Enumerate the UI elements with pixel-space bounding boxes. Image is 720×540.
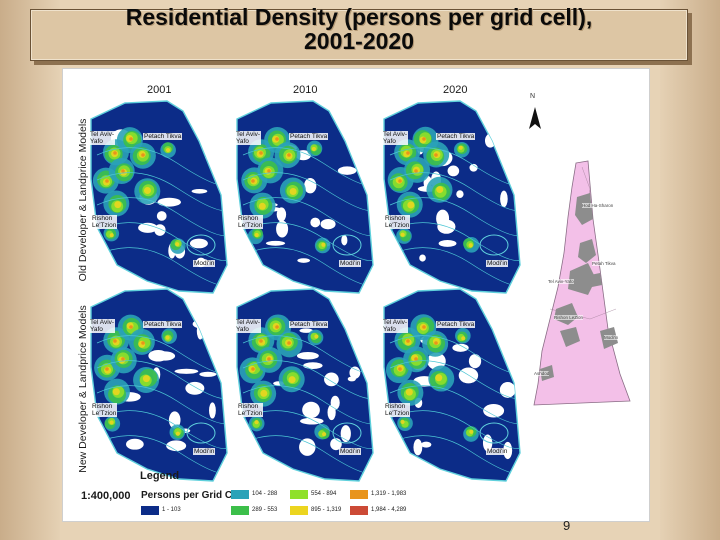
city-label-rishon: Rishon Le'Tzion <box>237 215 264 229</box>
legend-label: 104 - 288 <box>252 491 278 497</box>
slide-title-line-1: Residential Density (persons per grid ce… <box>125 4 593 30</box>
map-panel-new-2001: Tel Aviv- Yafo Petach Tikva Rishon Le'Tzio… <box>87 283 229 483</box>
city-label-modiin: Modi'in <box>486 260 509 267</box>
slide-title: Residential Density (persons per grid ce… <box>30 5 688 61</box>
north-arrow-icon <box>529 107 541 129</box>
city-label-tel-aviv: Tel Aviv- Yafo <box>89 319 116 333</box>
map-panel-old-2001: Tel Aviv- Yafo Petach Tikva Rishon Le'Tzio… <box>87 95 229 295</box>
city-label-rishon: Rishon Le'Tzion <box>91 215 118 229</box>
legend-title: Legend <box>140 470 180 482</box>
north-label: N <box>530 93 536 100</box>
city-label-petach-tikva: Petach Tikva <box>436 321 476 328</box>
city-label-petach-tikva: Petach Tikva <box>143 321 183 328</box>
map-panel-new-2020: Tel Aviv- Yafo Petach Tikva Rishon Le'Tzio… <box>380 283 522 483</box>
city-label-petach-tikva: Petach Tikva <box>289 133 329 140</box>
city-label-modiin: Modi'in <box>193 448 216 455</box>
inset-label-rishon: Rishon LeZion <box>554 315 584 320</box>
legend-swatch <box>231 490 249 499</box>
city-label-modiin: Modi'in <box>339 448 362 455</box>
city-label-rishon: Rishon Le'Tzion <box>237 403 264 417</box>
legend-swatch <box>350 490 368 499</box>
city-label-petach-tikva: Petach Tikva <box>436 133 476 140</box>
regional-inset-map: Hod Ha-Sharon Tel Aviv-Yafo Petah Tikva … <box>530 159 640 409</box>
column-label-2010: 2010 <box>293 84 318 96</box>
legend-label: 289 - 553 <box>252 507 278 513</box>
page-number: 9 <box>563 518 571 533</box>
background-strip-right <box>660 0 720 540</box>
city-label-modiin: Modi'in <box>486 448 509 455</box>
map-panel-old-2020: Tel Aviv- Yafo Petach Tikva Rishon Le'Tzio… <box>380 95 522 295</box>
city-label-tel-aviv: Tel Aviv- Yafo <box>382 131 409 145</box>
city-label-tel-aviv: Tel Aviv- Yafo <box>382 319 409 333</box>
city-label-tel-aviv: Tel Aviv- Yafo <box>235 319 262 333</box>
inset-label-tel-aviv: Tel Aviv-Yafo <box>548 279 574 284</box>
city-label-rishon: Rishon Le'Tzion <box>384 215 411 229</box>
map-panel-old-2010: Tel Aviv- Yafo Petach Tikva Rishon Le'Tzio… <box>233 95 375 295</box>
city-label-petach-tikva: Petach Tikva <box>289 321 329 328</box>
inset-label-ashdod: Ashdod <box>534 371 550 376</box>
city-label-petach-tikva: Petach Tikva <box>143 133 183 140</box>
background-strip-left <box>0 0 60 540</box>
legend-swatch <box>231 506 249 515</box>
legend-label: 895 - 1,319 <box>311 507 342 513</box>
city-label-rishon: Rishon Le'Tzion <box>384 403 411 417</box>
legend-label: 1 - 103 <box>162 507 181 513</box>
inset-label-modiin: Modi'in <box>604 335 619 340</box>
map-scale: 1:400,000 <box>81 490 131 502</box>
column-label-2020: 2020 <box>443 84 468 96</box>
legend-label: 554 - 894 <box>311 491 337 497</box>
city-label-rishon: Rishon Le'Tzion <box>91 403 118 417</box>
city-label-tel-aviv: Tel Aviv- Yafo <box>235 131 262 145</box>
inset-label-petah-tikva: Petah Tikva <box>592 261 616 266</box>
density-map-figure: Old Developer & Landprice Models New Dev… <box>62 68 650 522</box>
map-panel-new-2010: Tel Aviv- Yafo Petach Tikva Rishon Le'Tzio… <box>233 283 375 483</box>
legend-swatch <box>290 506 308 515</box>
legend-label: 1,319 - 1,983 <box>371 491 407 497</box>
legend-label: 1,984 - 4,289 <box>371 507 407 513</box>
slide-title-line-2: 2001-2020 <box>304 28 414 54</box>
legend-swatch <box>141 506 159 515</box>
city-label-modiin: Modi'in <box>193 260 216 267</box>
city-label-tel-aviv: Tel Aviv- Yafo <box>89 131 116 145</box>
legend-swatch <box>290 490 308 499</box>
city-label-modiin: Modi'in <box>339 260 362 267</box>
inset-label-hod-hasharon: Hod Ha-Sharon <box>582 203 614 208</box>
column-label-2001: 2001 <box>147 84 172 96</box>
legend-swatch <box>350 506 368 515</box>
legend-heading: Persons per Grid Cell <box>141 490 244 501</box>
